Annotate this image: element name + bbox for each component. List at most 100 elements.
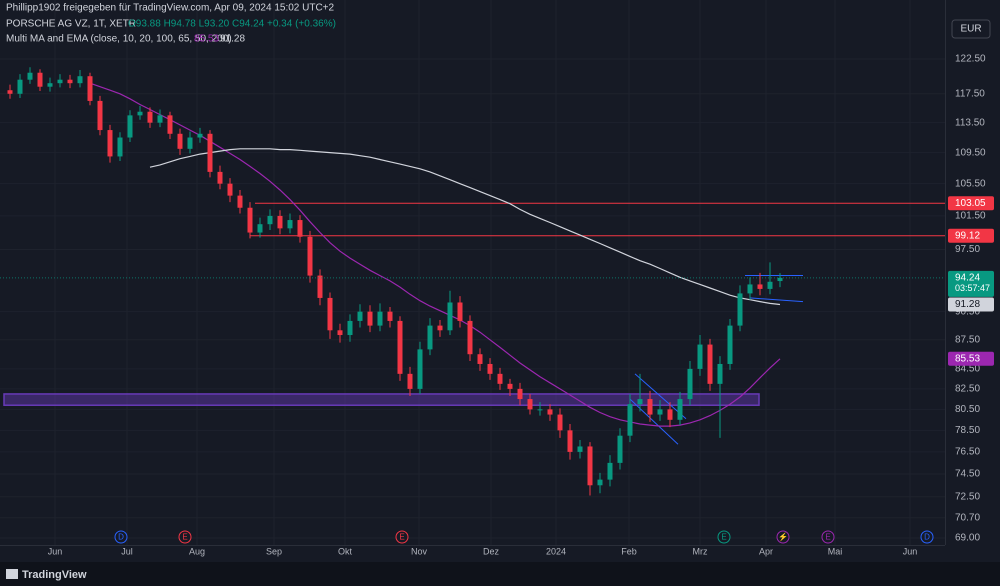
x-tick-label: Mai: [828, 546, 843, 556]
plot-area: D E E E ⚡ E D: [0, 67, 945, 544]
event-label: E: [399, 533, 404, 542]
ohlc-legend: O93.88 H94.78 L93.20 C94.24 +0.34 (+0.36…: [128, 19, 336, 30]
candle-body: [627, 404, 633, 436]
grid: [0, 0, 945, 545]
event-marker: [776, 530, 790, 544]
candle-body: [357, 311, 363, 321]
event-label: D: [118, 533, 124, 542]
candle-body: [337, 330, 343, 336]
candle-body: [137, 111, 143, 116]
candle-body: [407, 373, 413, 389]
moving-average: [89, 82, 781, 427]
x-tick-label: Sep: [266, 546, 282, 556]
candle-body: [657, 409, 663, 415]
event-label: E: [721, 533, 726, 542]
candle-body: [447, 302, 453, 331]
currency[interactable]: EUR: [960, 24, 981, 35]
event-label: ⚡: [778, 532, 788, 542]
candle-body: [117, 137, 123, 157]
candle-body: [477, 354, 483, 364]
axes: 122.50 117.50 113.50 109.50 105.50 101.50 97.5…: [48, 54, 994, 556]
candle-body: [47, 83, 53, 87]
y-tick-label: 76.50: [955, 447, 980, 458]
candle-body: [287, 220, 293, 229]
candle-body: [587, 446, 593, 486]
candle-body: [367, 311, 373, 326]
candle-body: [617, 435, 623, 463]
candle-body: [167, 115, 173, 134]
currency-box[interactable]: [951, 19, 991, 39]
candle-body: [497, 373, 503, 384]
x-tick-label: Apr: [759, 546, 773, 556]
candle-body: [227, 183, 233, 196]
candle-body: [177, 133, 183, 149]
candle-body: [327, 297, 333, 331]
candle-body: [97, 100, 103, 131]
candle-body: [67, 79, 73, 84]
indicator-value: 91.28: [220, 34, 245, 45]
trendline: [749, 297, 804, 303]
candle-body: [767, 281, 773, 289]
candle-body: [647, 399, 653, 415]
candle-body: [277, 215, 283, 229]
indicator-name: Multi MA and EMA (close, 10, 20, 100, 65…: [6, 34, 232, 45]
x-tick-label: 2024: [546, 546, 566, 556]
candle-body: [777, 277, 783, 282]
candle-body: [17, 79, 23, 94]
event-marker: [178, 530, 192, 544]
y-tick-label: 72.50: [955, 491, 980, 502]
y-tick-label: 117.50: [955, 88, 985, 99]
candle-body: [597, 479, 603, 486]
event-label: E: [825, 533, 830, 542]
price-tag: [948, 196, 994, 211]
candle-body: [747, 284, 753, 294]
price-tag: [948, 297, 994, 312]
price-tag: [948, 228, 994, 243]
candle-body: [687, 368, 693, 400]
candle-body: [217, 171, 223, 184]
candle-body: [387, 311, 393, 321]
candle-body: [397, 320, 403, 374]
candle-body: [57, 79, 63, 84]
y-tick-label: 84.50: [955, 364, 980, 375]
candle-body: [707, 344, 713, 384]
x-tick-label: Jun: [903, 546, 918, 556]
logo: [6, 569, 18, 579]
y-tick-label: 90.50: [955, 306, 980, 317]
zone: [3, 393, 760, 406]
symbol: PORSCHE AG VZ, 1T, XETR: [6, 19, 136, 30]
candle-body: [307, 236, 313, 276]
candle-body: [677, 399, 683, 420]
candle-body: [567, 430, 573, 452]
y-tick-label: 97.50: [955, 244, 980, 255]
candle-body: [697, 344, 703, 369]
candle-body: [267, 215, 273, 225]
y-tick-label: 105.50: [955, 178, 986, 189]
candle-body: [717, 363, 723, 384]
candle-body: [87, 76, 93, 101]
y-tick-label: 87.50: [955, 334, 980, 345]
price-tag-label: 103.05: [955, 198, 986, 209]
x-tick-label: Aug: [189, 546, 205, 556]
candle-body: [517, 388, 523, 400]
candle-body: [607, 462, 613, 480]
candle-body: [257, 224, 263, 233]
event-marker: [821, 530, 835, 544]
candle-body: [37, 72, 43, 87]
event-label: D: [924, 533, 930, 542]
candle-body: [197, 133, 203, 138]
candle-body: [577, 446, 583, 452]
x-tick-label: Feb: [621, 546, 637, 556]
candle-body: [107, 130, 113, 157]
x-tick-label: Nov: [411, 546, 428, 556]
candle-body: [437, 325, 443, 331]
price-tag-label: 99.12: [955, 230, 980, 241]
candle-body: [537, 409, 543, 411]
event-marker: [717, 530, 731, 544]
price-tag-label: 91.28: [955, 299, 980, 310]
x-tick-label: Mrz: [693, 546, 708, 556]
candle-body: [467, 320, 473, 355]
candle-body: [237, 195, 243, 208]
event-marker: [920, 530, 934, 544]
